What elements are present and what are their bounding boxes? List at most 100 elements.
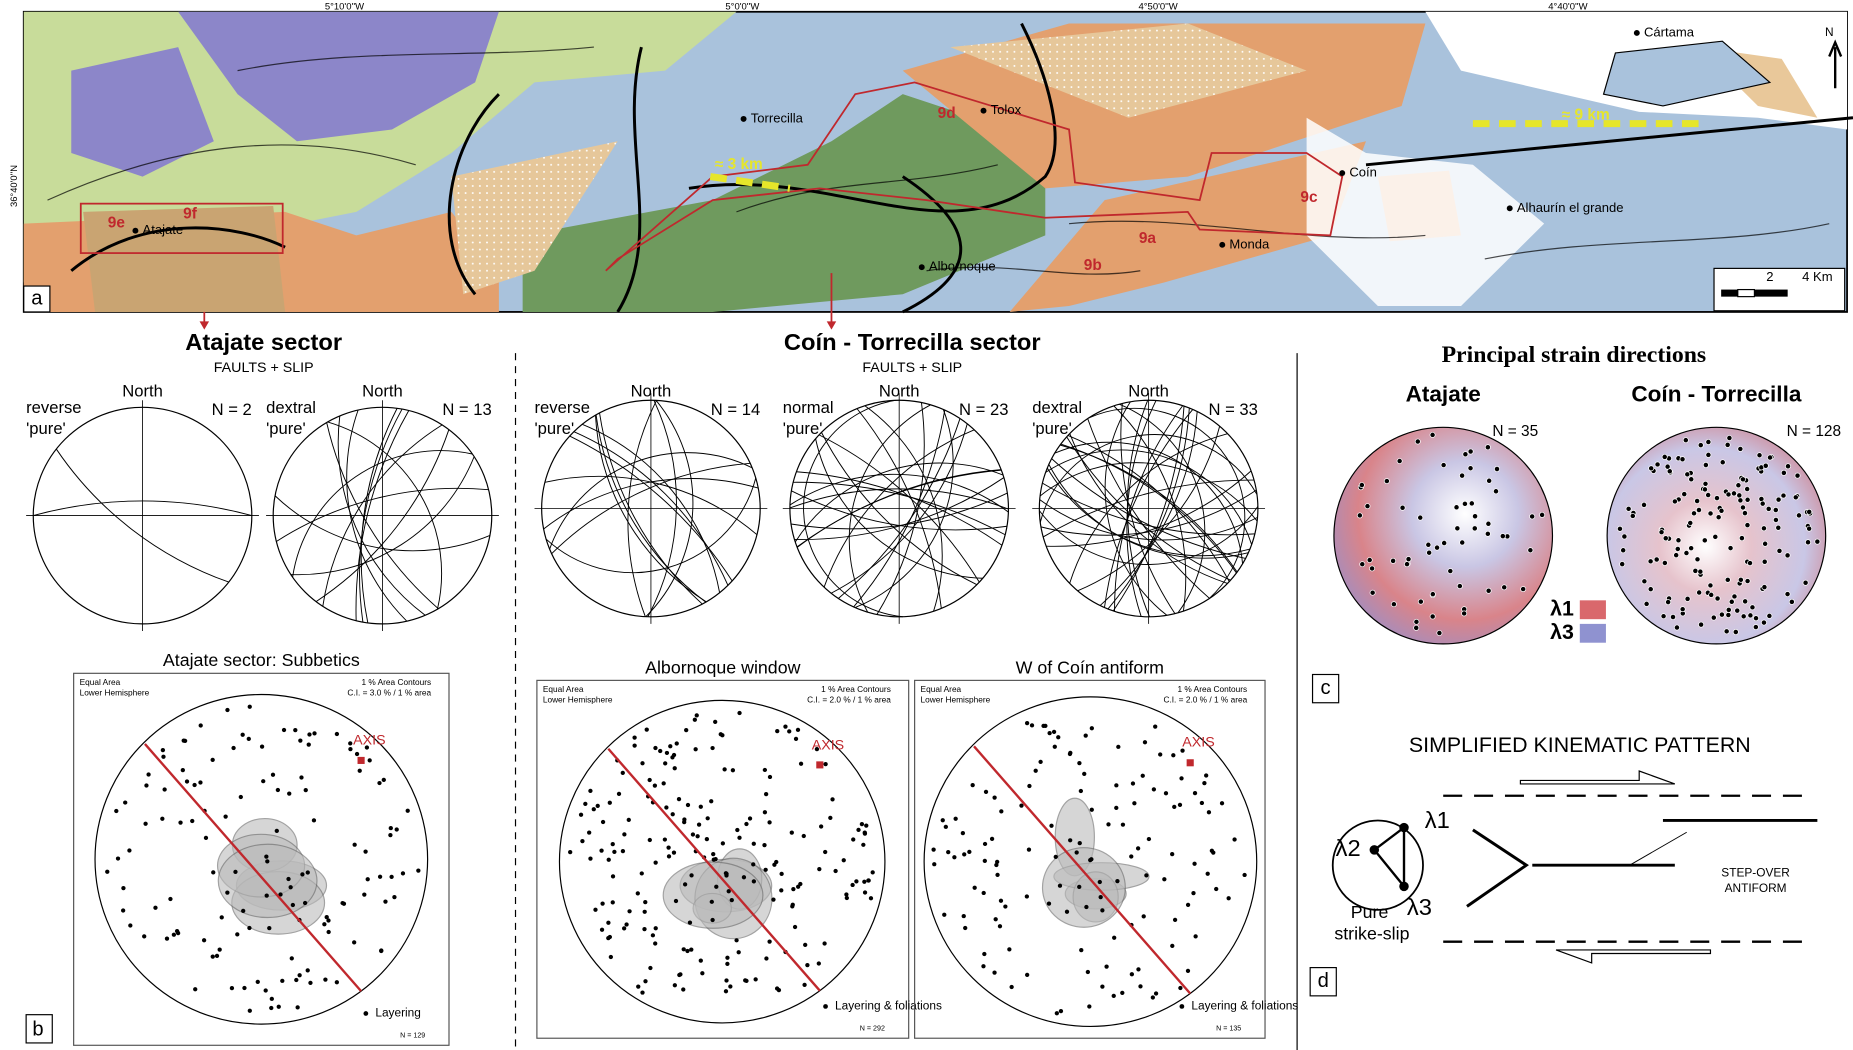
pole xyxy=(247,925,252,931)
slip-arrow xyxy=(1519,770,1676,785)
pole xyxy=(695,834,700,839)
pole xyxy=(668,744,673,749)
great-circle xyxy=(315,429,450,602)
strain-axis xyxy=(1737,576,1744,583)
pole xyxy=(297,973,302,978)
pole xyxy=(682,882,688,887)
strain-axis xyxy=(1485,587,1492,594)
pole xyxy=(862,830,867,835)
pole xyxy=(275,787,281,793)
strain-axis xyxy=(1806,508,1813,515)
pole xyxy=(263,988,268,993)
strain-axis xyxy=(1520,586,1527,593)
pole xyxy=(960,830,966,836)
pole xyxy=(1024,894,1029,899)
pole xyxy=(1205,871,1210,876)
pole xyxy=(995,872,1000,877)
pole xyxy=(963,925,968,931)
sector-title: Coín - Torrecilla sector xyxy=(784,330,1041,356)
net-frame xyxy=(536,679,910,1039)
strain-axis xyxy=(1647,586,1654,593)
axis-point xyxy=(1399,822,1409,833)
pole xyxy=(624,922,629,927)
pole xyxy=(713,856,718,862)
strain-axis xyxy=(1434,544,1441,551)
strain-axis xyxy=(1780,492,1787,499)
strain-axis xyxy=(1459,472,1466,479)
strain-axis xyxy=(1665,599,1672,606)
net-count: N = 14 xyxy=(711,400,760,419)
pole xyxy=(198,780,203,785)
pole xyxy=(348,741,353,746)
strain-axis xyxy=(1698,621,1705,628)
pole xyxy=(354,751,360,757)
pole xyxy=(850,882,855,888)
great-circle xyxy=(1099,411,1198,606)
pole xyxy=(210,757,215,762)
pole xyxy=(741,875,747,880)
strain-axis xyxy=(1707,510,1714,517)
pole xyxy=(666,845,671,850)
strain-axis xyxy=(1784,591,1791,598)
pole xyxy=(792,924,798,930)
pole xyxy=(653,941,658,946)
pole xyxy=(870,870,875,875)
sector-title: Atajate sector xyxy=(185,330,342,356)
great-circle xyxy=(326,422,439,610)
pole xyxy=(982,841,988,847)
caption: Pure xyxy=(1351,902,1389,922)
strain-axis xyxy=(1660,613,1667,620)
pole xyxy=(261,779,266,784)
strain-axis xyxy=(1705,451,1712,458)
pole xyxy=(685,802,691,808)
great-circle xyxy=(33,500,252,517)
panel-label: d xyxy=(1318,970,1329,992)
pole xyxy=(1082,771,1087,777)
strain-axis xyxy=(1740,613,1747,620)
pole xyxy=(992,970,997,975)
pole xyxy=(841,858,846,863)
great-circle xyxy=(1107,407,1190,610)
pole xyxy=(305,968,310,973)
pole xyxy=(193,987,198,992)
pole xyxy=(306,742,311,747)
strain-axis xyxy=(1728,598,1735,605)
pole xyxy=(1141,914,1146,919)
pole xyxy=(622,926,627,931)
great-circle xyxy=(1066,436,1231,581)
pole xyxy=(265,859,270,864)
pole xyxy=(943,824,948,829)
net-title: W of Coín antiform xyxy=(1016,657,1164,677)
great-circle xyxy=(1048,464,1249,559)
strain-axis xyxy=(1744,486,1751,492)
strain-axis xyxy=(1741,510,1748,517)
great-circle xyxy=(1045,449,1253,545)
pole xyxy=(286,876,291,882)
density-contour xyxy=(217,843,318,919)
axis-label: λ3 xyxy=(1407,895,1432,921)
pole xyxy=(734,938,739,943)
pole xyxy=(622,832,627,837)
strain-axis xyxy=(1641,578,1648,585)
offset-label: ≈ 3 km xyxy=(715,156,763,173)
pole xyxy=(763,791,769,797)
net-title: Atajate xyxy=(1406,382,1481,407)
pole xyxy=(1025,972,1030,977)
pole xyxy=(725,961,730,967)
pole xyxy=(190,818,195,824)
strain-axis xyxy=(1694,498,1701,504)
pole xyxy=(801,833,806,839)
strain-axis xyxy=(1390,557,1397,564)
strain-axis xyxy=(1501,584,1508,591)
great-circle xyxy=(803,399,903,618)
strain-axis xyxy=(1761,584,1768,591)
strain-axis xyxy=(1413,624,1420,631)
great-circle xyxy=(796,469,1002,548)
pole xyxy=(983,789,989,794)
strain-axis xyxy=(1456,583,1463,590)
projection: Lower Hemisphere xyxy=(921,696,991,705)
pole xyxy=(607,800,612,805)
panel-label: a xyxy=(31,287,43,309)
pole xyxy=(270,772,276,777)
strain-axis xyxy=(1459,539,1466,546)
